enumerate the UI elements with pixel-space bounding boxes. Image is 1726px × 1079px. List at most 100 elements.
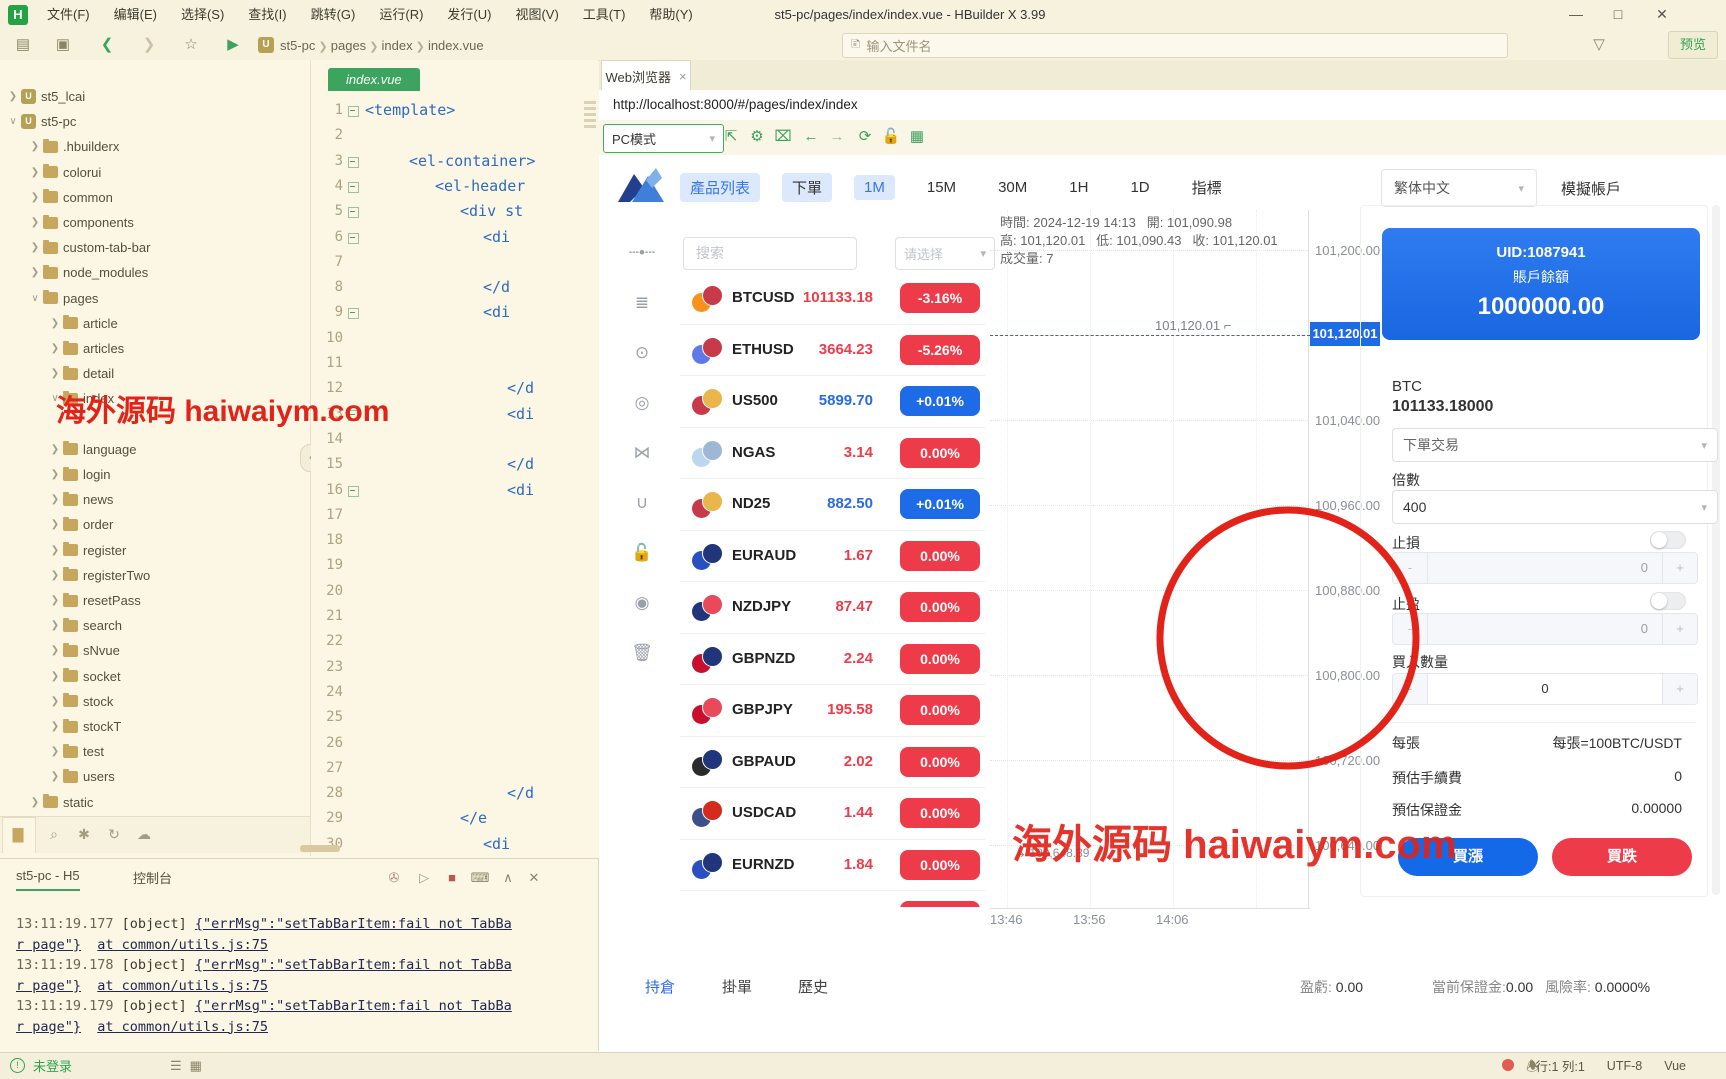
chevron-icon[interactable]: ❯: [50, 695, 60, 707]
chevron-icon[interactable]: ❯: [50, 670, 60, 682]
log-line[interactable]: r page"} at common/utils.js:75: [16, 937, 268, 953]
code-line[interactable]: 20: [311, 579, 598, 604]
log-line[interactable]: 13:11:19.179 [object] {"errMsg":"setTabB…: [16, 998, 512, 1014]
code-line[interactable]: 13 <di: [311, 402, 598, 427]
chevron-icon[interactable]: ❯: [50, 771, 60, 783]
chevron-icon[interactable]: ❯: [50, 494, 60, 506]
tree-item-stockT[interactable]: ❯ stockT: [0, 714, 310, 739]
chevron-icon[interactable]: ∨: [9, 116, 17, 128]
menu-item[interactable]: 视图(V): [515, 7, 559, 22]
code-line[interactable]: 14: [311, 427, 598, 452]
breadcrumb-item[interactable]: st5-pc: [280, 37, 316, 53]
tree-item-test[interactable]: ❯ test: [0, 739, 310, 764]
tree-item-login[interactable]: ❯ login: [0, 462, 310, 487]
log-link[interactable]: r page"}: [16, 977, 82, 994]
nav-tab-下單[interactable]: 下單: [782, 173, 833, 202]
code-line[interactable]: 19: [311, 553, 598, 578]
browser-tab[interactable]: Web浏览器 ×: [601, 60, 691, 91]
chevron-icon[interactable]: ❯: [50, 746, 60, 758]
chevron-icon[interactable]: ❯: [50, 569, 60, 581]
spiral-icon[interactable]: ◎: [634, 393, 650, 412]
chevron-icon[interactable]: ❯: [50, 443, 60, 455]
lock-icon[interactable]: 🔓: [881, 128, 901, 145]
menu-item[interactable]: 帮助(Y): [649, 7, 693, 22]
chevron-icon[interactable]: ❯: [50, 317, 60, 329]
back-icon[interactable]: ❮: [100, 36, 114, 53]
bell-icon[interactable]: 🕭: [1526, 1058, 1539, 1074]
tab-close-icon[interactable]: ×: [678, 68, 687, 84]
browser-forward-icon[interactable]: →: [829, 128, 845, 145]
code-line[interactable]: 12 </d: [311, 376, 598, 401]
sim-account-link[interactable]: 模擬帳戶: [1561, 181, 1622, 198]
tree-item-detail[interactable]: ❯ detail: [0, 361, 310, 386]
tree-item-hbuilderx[interactable]: ❯ .hbuilderx: [0, 134, 310, 159]
chevron-icon[interactable]: ❯: [50, 721, 60, 732]
fold-icon[interactable]: [348, 207, 359, 219]
menu-item[interactable]: 查找(I): [248, 7, 287, 22]
editor-hscrollbar[interactable]: [300, 845, 340, 852]
instrument-row-NGAS[interactable]: NGAS 3.14 0.00%: [680, 428, 985, 479]
chevron-icon[interactable]: ❯: [30, 191, 40, 203]
menu-item[interactable]: 运行(R): [379, 7, 424, 22]
log-link[interactable]: r page"}: [16, 1018, 82, 1035]
indicator-lines-icon[interactable]: ≣: [634, 293, 650, 312]
notification-dot-icon[interactable]: [1502, 1059, 1514, 1071]
fold-icon[interactable]: [348, 485, 359, 497]
order-type-select[interactable]: 下單交易 ▾: [1392, 428, 1718, 462]
trash-icon[interactable]: 🗑: [631, 643, 653, 662]
log-link[interactable]: {"errMsg":"setTabBarItem:fail not TabBa: [194, 916, 512, 932]
instrument-row-GBPAUD[interactable]: GBPAUD 2.02 0.00%: [680, 737, 985, 788]
log-line[interactable]: r page"} at common/utils.js:75: [16, 978, 268, 994]
fold-icon[interactable]: [348, 181, 359, 193]
tab-positions[interactable]: 持倉: [645, 979, 676, 996]
log-link[interactable]: at common/utils.js:75: [97, 1018, 268, 1035]
instrument-row-GBPNZD[interactable]: GBPNZD 2.24 0.00%: [680, 634, 985, 685]
polygon-tool-icon[interactable]: ⋈: [633, 443, 651, 462]
code-line[interactable]: 18: [311, 528, 598, 553]
instrument-row-NZDJPY[interactable]: NZDJPY 87.47 0.00%: [680, 582, 985, 634]
tree-item-index[interactable]: ∨ index: [0, 386, 310, 411]
breadcrumb[interactable]: U st5-pc ❯ pages ❯ index ❯ index.vue: [258, 30, 484, 60]
chevron-icon[interactable]: ❯: [8, 91, 18, 102]
browser-refresh-icon[interactable]: ⟳: [858, 128, 872, 145]
code-line[interactable]: 24: [311, 680, 598, 705]
log-link[interactable]: at common/utils.js:75: [97, 936, 268, 953]
tree-item-colorui[interactable]: ❯ colorui: [0, 160, 310, 185]
chevron-icon[interactable]: ❯: [50, 595, 60, 606]
fold-icon[interactable]: [348, 232, 359, 244]
menu-item[interactable]: 文件(F): [47, 7, 90, 22]
plus-button[interactable]: +: [1662, 674, 1697, 704]
breadcrumb-item[interactable]: index: [381, 37, 413, 53]
chevron-icon[interactable]: ❯: [50, 544, 60, 556]
tree-item-registerTwo[interactable]: ❯ registerTwo: [0, 563, 310, 588]
forward-icon[interactable]: ❯: [142, 36, 156, 53]
fold-icon[interactable]: [348, 409, 359, 421]
chevron-icon[interactable]: ❯: [50, 343, 60, 354]
cloud-tab-icon[interactable]: ☁: [137, 826, 151, 842]
tree-item-articles[interactable]: ❯ articles: [0, 336, 310, 361]
preview-button[interactable]: 预览: [1668, 31, 1718, 59]
maximize-button[interactable]: □: [1613, 6, 1623, 22]
tab-pending[interactable]: 掛單: [722, 979, 753, 996]
chevron-icon[interactable]: ∨: [51, 393, 59, 405]
instrument-row-BTCUSD[interactable]: BTCUSD 101133.18 -3.16%: [680, 273, 985, 325]
unlock-icon[interactable]: 🔓: [631, 543, 653, 562]
log-link[interactable]: {"errMsg":"setTabBarItem:fail not TabBa: [194, 957, 512, 973]
browser-back-icon[interactable]: ←: [803, 128, 819, 145]
code-line[interactable]: 17: [311, 503, 598, 528]
console-tab-run[interactable]: st5-pc - H5: [16, 868, 80, 891]
stop-loss-input[interactable]: - 0 +: [1392, 552, 1698, 584]
menu-item[interactable]: 跳转(G): [310, 7, 356, 22]
tree-item-components[interactable]: ❯ components: [0, 210, 310, 235]
code-line[interactable]: 25: [311, 705, 598, 730]
log-link[interactable]: r page"}: [16, 936, 82, 953]
tree-item-customtabbar[interactable]: ❯ custom-tab-bar: [0, 235, 310, 260]
plus-button[interactable]: +: [1662, 614, 1697, 644]
code-line[interactable]: 1 <template>: [311, 98, 598, 123]
code-editor[interactable]: index.vue 1 <template> 2 3 <el-container> 4 <e…: [311, 60, 598, 858]
refresh-tab-icon[interactable]: ↻: [108, 826, 120, 842]
instrument-row-ETHUSD[interactable]: ETHUSD 3664.23 -5.26%: [680, 325, 985, 376]
code-line[interactable]: 5 <div st: [311, 199, 598, 224]
